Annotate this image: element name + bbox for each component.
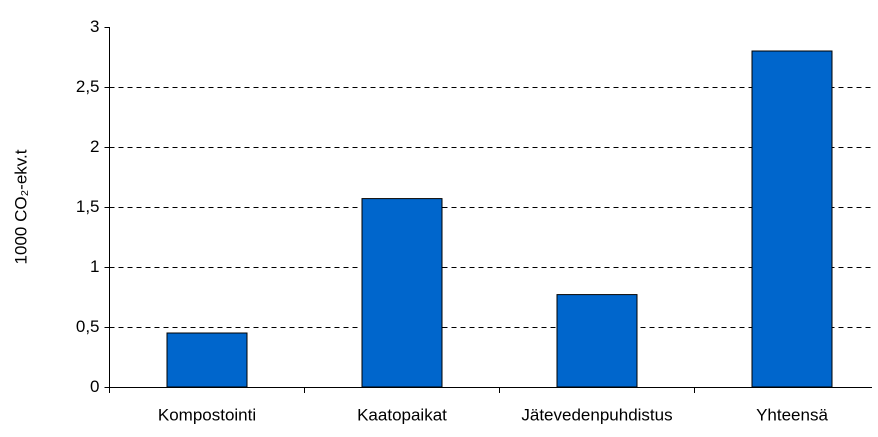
- y-tick-label: 1,5: [76, 197, 100, 216]
- bar: [361, 198, 443, 388]
- x-tick-label: Yhteensä: [756, 405, 828, 424]
- x-tick-label: Kaatopaikat: [357, 405, 447, 424]
- y-tick-label: 2: [90, 137, 99, 156]
- y-tick-label: 3: [90, 17, 99, 36]
- x-tick-label: Kompostointi: [158, 405, 256, 424]
- bar: [556, 294, 638, 388]
- y-tick-label: 0: [90, 377, 99, 396]
- y-tick-label: 0,5: [76, 317, 100, 336]
- bar: [166, 332, 248, 388]
- x-tick-label: Jätevedenpuhdistus: [521, 405, 672, 424]
- bar: [751, 50, 833, 388]
- y-axis-label: 1000 CO₂-ekv.t: [11, 149, 30, 264]
- y-tick-label: 1: [90, 257, 99, 276]
- y-tick-label: 2,5: [76, 77, 100, 96]
